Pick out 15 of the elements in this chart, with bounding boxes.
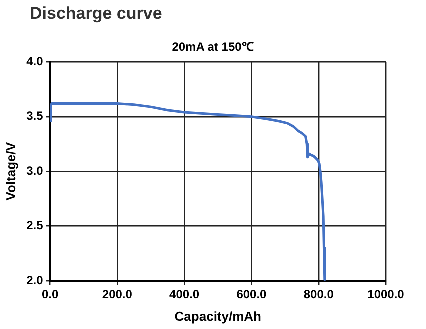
y-tick-label: 3.0 — [26, 164, 44, 178]
y-tick-label: 3.5 — [26, 109, 44, 124]
y-tick-label: 4.0 — [26, 54, 44, 69]
x-axis-title: Capacity/mAh — [174, 308, 262, 324]
x-tick-label: 600.0 — [236, 288, 268, 302]
x-tick-label: 1000.0 — [368, 288, 405, 302]
y-axis-title: Voltage/V — [3, 142, 18, 201]
x-tick-label: 0.0 — [42, 288, 59, 302]
chart-title: Discharge curve — [30, 4, 162, 24]
y-tick-label: 2.0 — [26, 273, 44, 288]
x-tick-label: 200.0 — [102, 288, 133, 302]
chart-subtitle: 20mA at 150℃ — [171, 39, 255, 55]
x-tick-label: 400.0 — [170, 288, 200, 302]
x-tick-label: 800.0 — [304, 288, 334, 302]
y-tick-label: 2.5 — [26, 218, 44, 233]
